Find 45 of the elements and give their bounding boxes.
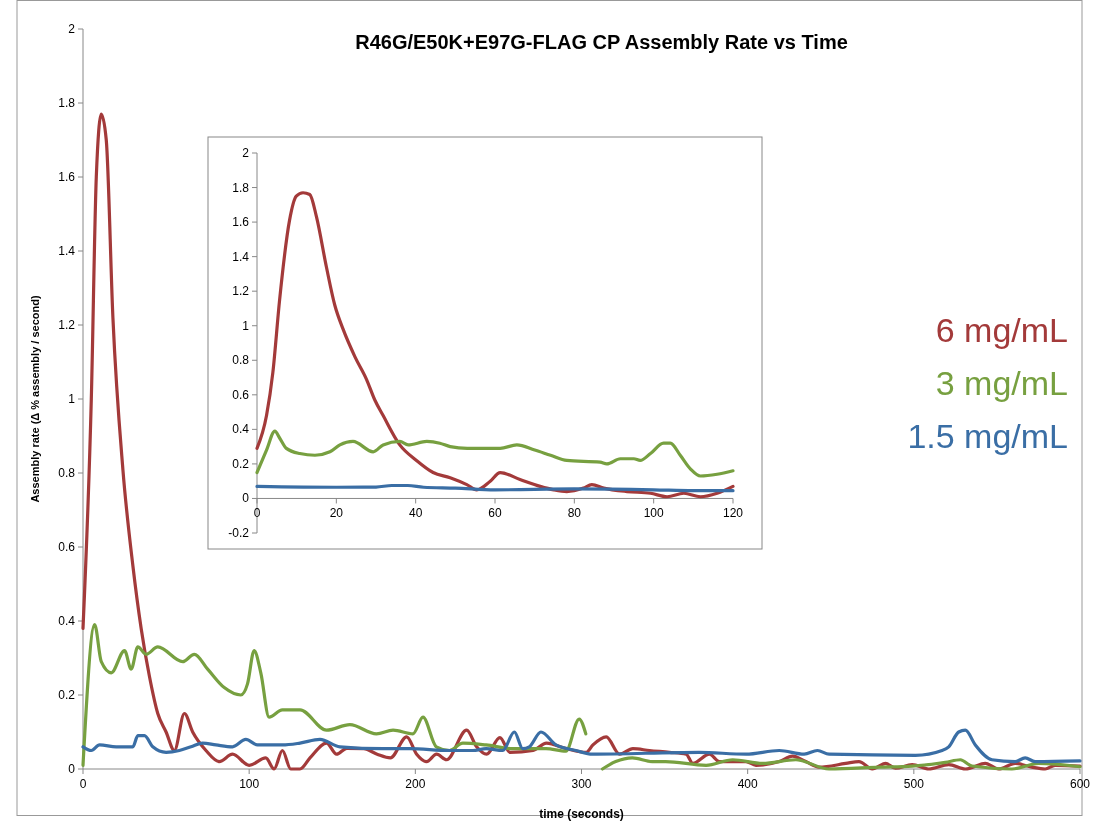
x-tick-label: 80 — [567, 506, 582, 521]
x-tick-label: 100 — [643, 506, 664, 521]
x-tick-label: 20 — [329, 506, 344, 521]
text: 1.5 mg/mL — [907, 417, 1068, 455]
y-tick-label: 0 — [68, 762, 76, 776]
text: 3 mg/mL — [935, 364, 1068, 402]
y-tick-label: 1.2 — [232, 284, 250, 299]
y-tick-label: 2 — [242, 146, 250, 160]
y-tick-label: 1.6 — [58, 170, 76, 184]
y-tick-label: 1.4 — [58, 244, 76, 258]
x-tick-label: 40 — [408, 506, 423, 521]
y-tick-label: 1.6 — [232, 215, 250, 230]
y-tick-label: 0.4 — [232, 422, 250, 437]
y-tick-label: 1.8 — [232, 180, 250, 195]
y-tick-label: 0.2 — [232, 456, 250, 471]
y-tick-label: 0.4 — [58, 614, 76, 628]
y-tick-label: -0.2 — [228, 526, 250, 540]
x-tick-label: 500 — [903, 777, 925, 791]
y-tick-label: 2 — [68, 22, 76, 36]
x-tick-label: 60 — [488, 506, 502, 521]
y-tick-label: 1 — [242, 318, 250, 333]
x-tick-label: 120 — [722, 506, 744, 521]
y-tick-label: 0.6 — [232, 387, 250, 402]
y-tick-label: 0.6 — [58, 540, 76, 554]
chart-title: R46G/E50K+E97G-FLAG CP Assembly Rate vs Time — [355, 31, 848, 53]
y-tick-label: 0.8 — [58, 466, 76, 480]
x-tick-label: 100 — [239, 777, 260, 791]
x-tick-label: 200 — [405, 777, 426, 791]
text: 6 mg/mL — [935, 311, 1068, 349]
y-tick-label: 0.8 — [232, 353, 250, 368]
y-tick-label: 1.2 — [58, 318, 76, 332]
y-tick-label: 1 — [68, 392, 76, 406]
x-tick-label: 600 — [1069, 777, 1091, 791]
line-series — [81, 728, 1082, 764]
y-tick-label: 0.2 — [58, 688, 76, 702]
x-tick-label: 0 — [79, 777, 87, 791]
y-tick-label: 1.8 — [58, 96, 76, 110]
x-tick-label: 0 — [253, 506, 261, 521]
y-tick-label: 1.4 — [232, 249, 250, 264]
line-series — [255, 429, 735, 478]
y-axis-title: Assembly rate (Δ % assembly / second) — [29, 295, 41, 503]
x-tick-label: 300 — [571, 777, 592, 791]
x-axis-title: time (seconds) — [539, 807, 624, 821]
y-tick-label: 0 — [242, 491, 250, 506]
x-tick-label: 400 — [737, 777, 758, 791]
